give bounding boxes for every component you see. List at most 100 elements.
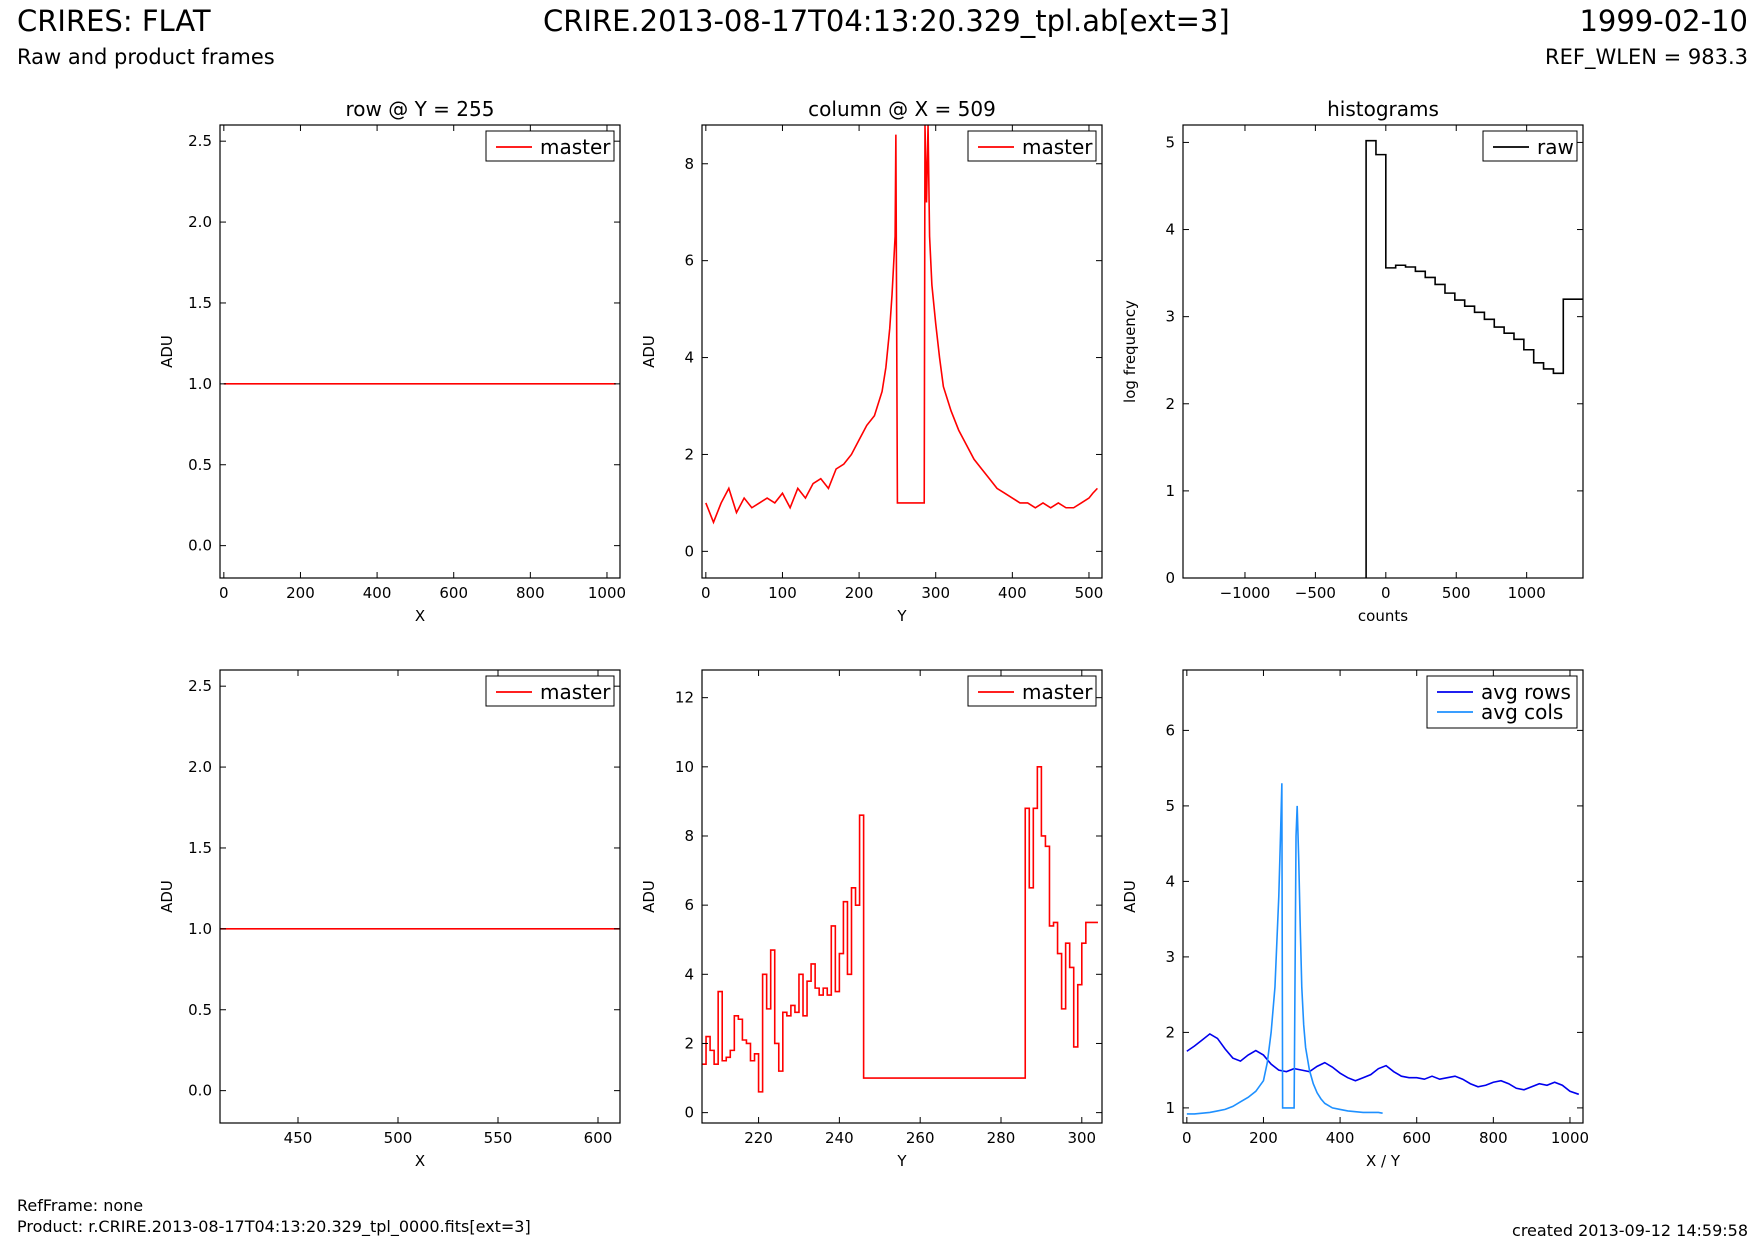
series-line-1 [1365,139,1583,578]
x-tick-label: 260 [906,1129,935,1147]
legend-label: raw [1537,135,1574,159]
y-tick-label: 8 [684,827,694,845]
y-tick-label: 5 [1165,797,1175,815]
x-tick-label: 0 [219,584,229,602]
x-tick-label: 300 [921,584,950,602]
x-axis-label: X / Y [1366,1152,1401,1170]
x-tick-label: 600 [584,1129,613,1147]
x-tick-label: 220 [744,1129,773,1147]
x-tick-label: 0 [1381,584,1391,602]
legend-box [967,675,1097,707]
y-tick-label: 0.0 [188,1082,212,1100]
panel-1: 0 200 400 600 800 1000 0.0 0.5 1.0 1.5 2.0 2.5 row @… [158,97,626,625]
y-tick-label: 2 [1165,395,1175,413]
y-tick-label: 0 [684,1104,694,1122]
date-label: 1999-02-10 [1579,4,1748,38]
y-axis-label: ADU [640,335,658,368]
x-tick-label: 400 [363,584,392,602]
panel-5: 220 240 260 280 300 0 2 4 6 8 10 12 Y ADU master [640,669,1103,1170]
y-tick-label: 2.5 [188,132,212,150]
x-tick-label: 600 [439,584,468,602]
x-tick-label: 450 [284,1129,313,1147]
y-tick-label: 1.0 [188,920,212,938]
panel-6: 0 200 400 600 800 1000 1 2 3 4 5 6 X / Y ADU avg rowsa… [1121,669,1589,1170]
y-tick-label: 5 [1165,133,1175,151]
x-tick-label: 200 [286,584,315,602]
product-label: Product: r.CRIRE.2013-08-17T04:13:20.329… [17,1217,531,1236]
legend-label: avg rows [1481,680,1571,704]
x-tick-label: 100 [768,584,797,602]
y-tick-label: 3 [1165,948,1175,966]
panel-4: 450 500 550 600 0.0 0.5 1.0 1.5 2.0 2.5 X ADU master [158,669,621,1170]
page-subtitle: Raw and product frames [17,45,275,69]
chart-title: column @ X = 509 [808,97,996,121]
y-axis-label: ADU [158,880,176,913]
series-line-1 [705,125,1098,525]
series-line-1 [1186,1032,1580,1096]
x-tick-label: −500 [1295,584,1336,602]
page-title: CRIRES: FLAT [17,4,211,38]
chart-title: histograms [1327,97,1439,121]
panel-3: −1000 −500 0 500 1000 0 1 2 3 4 5 histograms counts l… [1121,97,1584,625]
axes-frame [219,669,621,1124]
x-tick-label: 500 [1075,584,1104,602]
y-axis-label: ADU [1121,880,1139,913]
series-line-1 [702,766,1098,1093]
x-axis-label: counts [1358,607,1408,625]
x-tick-label: 1000 [1551,1129,1589,1147]
y-tick-label: 0 [684,542,694,560]
x-tick-label: 1000 [588,584,626,602]
x-tick-label: 800 [1479,1129,1508,1147]
x-axis-label: X [415,607,425,625]
y-tick-label: 1.0 [188,375,212,393]
y-tick-label: 2.0 [188,758,212,776]
panel-2: 0 100 200 300 400 500 0 2 4 6 8 column @ X = 509 Y AD… [640,97,1103,625]
x-axis-label: Y [896,607,907,625]
y-tick-label: 2 [684,445,694,463]
y-tick-label: 6 [684,252,694,270]
y-tick-label: 1 [1165,482,1175,500]
y-tick-label: 2.0 [188,213,212,231]
x-tick-label: 400 [998,584,1027,602]
axes-frame [701,669,1103,1124]
y-tick-label: 4 [1165,221,1175,239]
chart-title: row @ Y = 255 [346,97,495,121]
legend-box [967,130,1097,162]
legend-box [1426,675,1578,729]
x-tick-label: 240 [825,1129,854,1147]
x-tick-label: 300 [1067,1129,1096,1147]
legend-box [485,675,615,707]
x-tick-label: 1000 [1508,584,1546,602]
created-label: created 2013-09-12 14:59:58 [1512,1221,1748,1240]
y-tick-label: 2.5 [188,677,212,695]
y-tick-label: 0.5 [188,456,212,474]
axes-frame [701,124,1103,579]
legend-label: master [540,680,611,704]
y-tick-label: 4 [1165,872,1175,890]
axes-frame [1182,669,1584,1124]
y-tick-label: 6 [684,896,694,914]
y-tick-label: 1.5 [188,294,212,312]
x-tick-label: 550 [484,1129,513,1147]
y-tick-label: 2 [684,1034,694,1052]
y-axis-label: log frequency [1121,300,1139,403]
y-tick-label: 6 [1165,721,1175,739]
x-tick-label: 0 [1182,1129,1192,1147]
axes-frame [219,124,621,579]
x-tick-label: 500 [1442,584,1471,602]
x-tick-label: 200 [845,584,874,602]
legend-label: avg cols [1481,700,1563,724]
x-tick-label: 400 [1326,1129,1355,1147]
x-tick-label: 280 [987,1129,1016,1147]
y-tick-label: 0 [1165,569,1175,587]
y-tick-label: 8 [684,155,694,173]
x-tick-label: 500 [384,1129,413,1147]
axes-frame [1182,124,1584,579]
series-line-2 [1186,783,1383,1115]
y-tick-label: 3 [1165,308,1175,326]
file-title: CRIRE.2013-08-17T04:13:20.329_tpl.ab[ext… [543,4,1230,38]
y-tick-label: 1 [1165,1099,1175,1117]
x-axis-label: X [415,1152,425,1170]
y-tick-label: 10 [675,758,694,776]
